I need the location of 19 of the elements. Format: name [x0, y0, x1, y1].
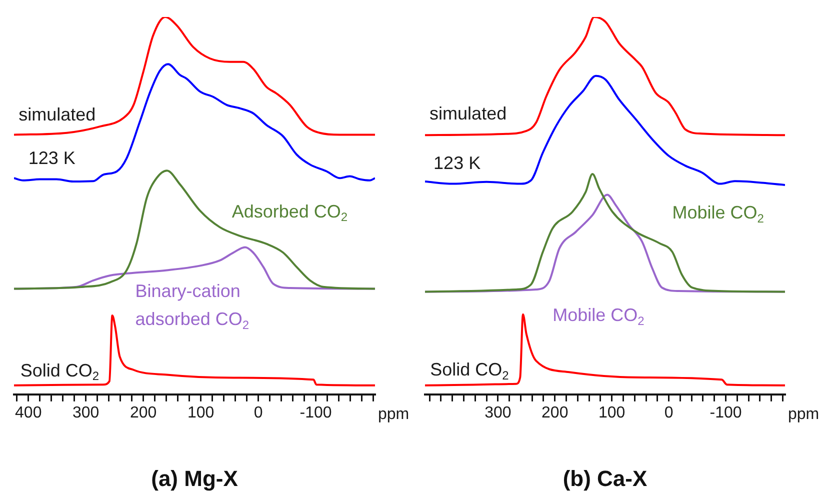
text: (b) Ca-X: [562, 466, 648, 491]
x-tick-label: 300: [72, 404, 100, 422]
x-tick-label: -100: [710, 404, 742, 422]
x-axis-title: ppm: [788, 406, 820, 423]
x-tick-label: 100: [187, 404, 214, 422]
x-tick-label: -100: [300, 404, 332, 422]
text: (a) Mg-X: [151, 466, 238, 491]
x-tick-label: 100: [598, 404, 626, 422]
series-label: simulated: [18, 104, 96, 124]
x-tick-label: 200: [542, 404, 568, 422]
series-label: 123 K: [434, 153, 481, 174]
x-tick-label: 200: [130, 404, 157, 422]
x-tick-label: 300: [484, 404, 512, 422]
series-label: 123 K: [28, 148, 76, 168]
series-label: simulated: [430, 104, 507, 124]
x-tick-label: 0: [254, 404, 263, 422]
x-tick-label: 0: [664, 404, 674, 422]
x-tick-label: 400: [15, 404, 42, 422]
x-axis-title: ppm: [378, 406, 410, 423]
